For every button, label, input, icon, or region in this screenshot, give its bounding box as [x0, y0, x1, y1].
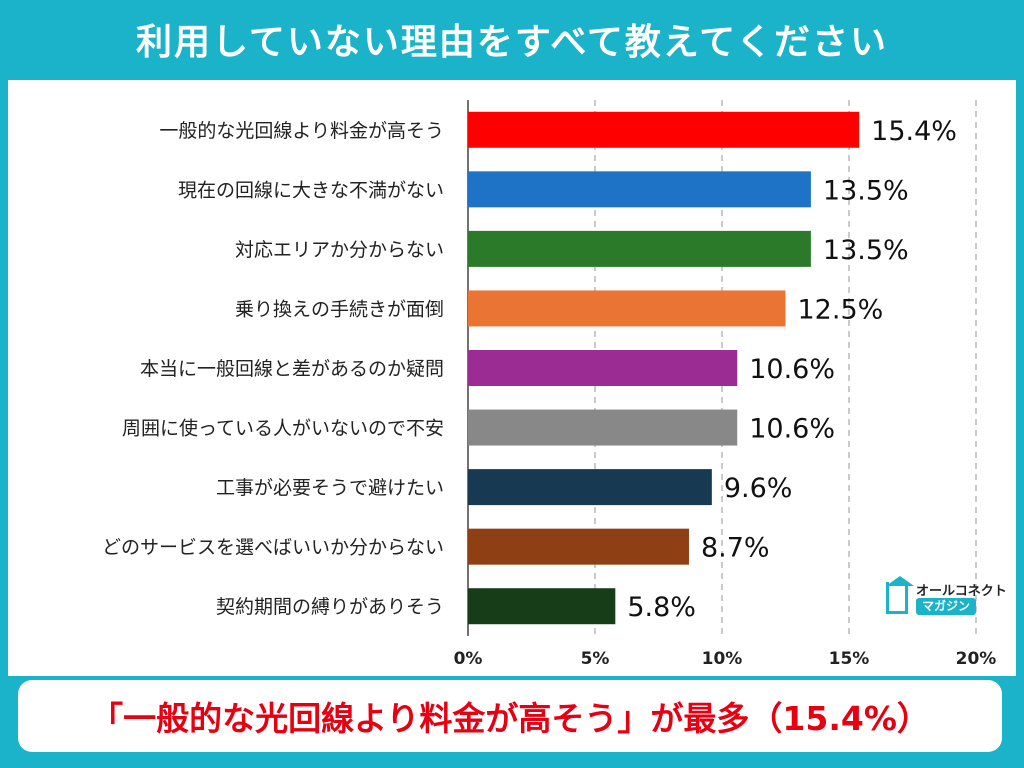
site-logo: オールコネクト マガジン [886, 576, 1007, 620]
house-icon [886, 576, 914, 614]
logo-text-main: オールコネクト [916, 584, 1007, 599]
chart-title: 利用していない理由をすべて教えてください [135, 22, 889, 63]
summary-banner: 「一般的な光回線より料金が高そう」が最多（15.4%） [18, 680, 1002, 752]
logo-text-sub: マガジン [916, 598, 977, 615]
chart-panel [8, 80, 1016, 676]
